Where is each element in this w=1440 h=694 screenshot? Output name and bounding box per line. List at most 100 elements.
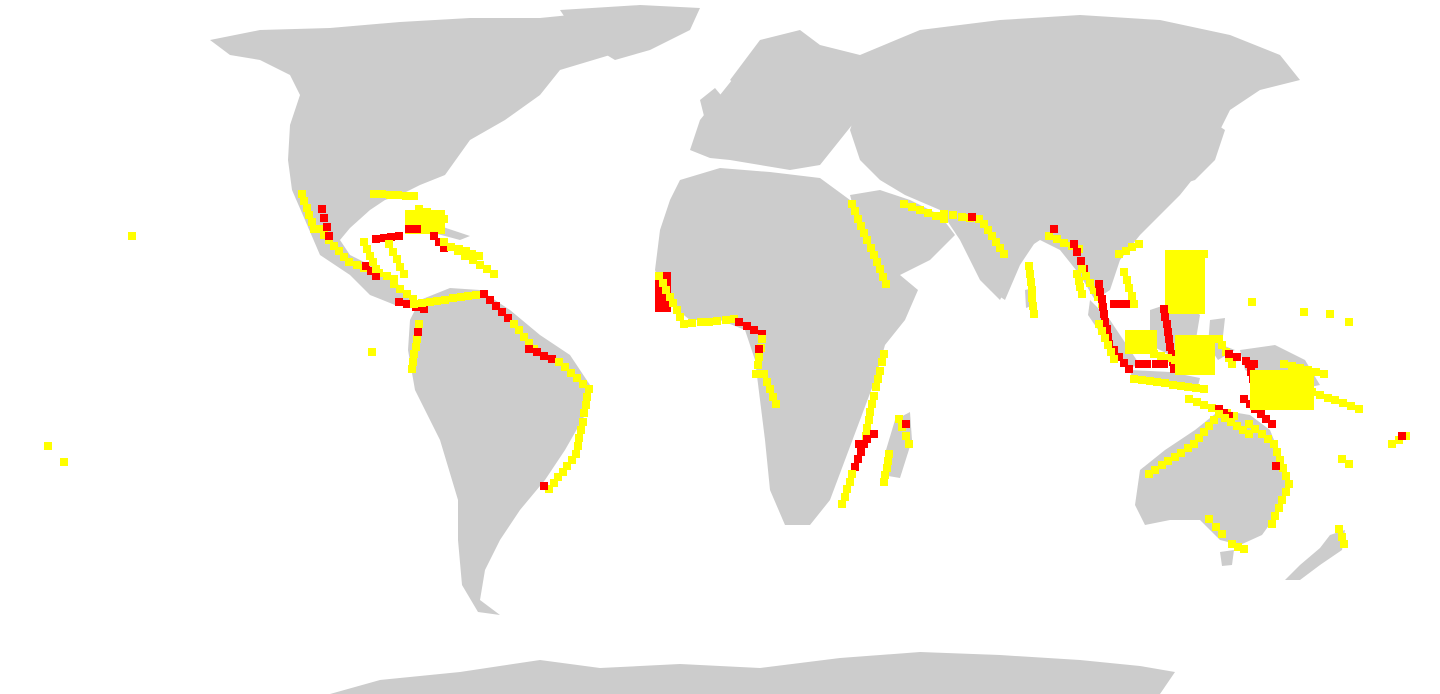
low-presence-cell [413, 218, 421, 226]
low-presence-cell [752, 370, 760, 378]
high-presence-cell [655, 296, 663, 304]
low-presence-cell [872, 383, 880, 391]
low-presence-cell [308, 218, 316, 226]
high-presence-cell [486, 296, 494, 304]
low-presence-cell [870, 251, 878, 259]
low-presence-cell [1158, 461, 1166, 469]
low-presence-cell [1191, 359, 1199, 367]
low-presence-cell [1207, 359, 1215, 367]
high-presence-cell [1135, 360, 1143, 368]
low-presence-cell [572, 450, 580, 458]
low-presence-cell [1306, 378, 1314, 386]
low-presence-cell [1274, 402, 1282, 410]
low-presence-cell [410, 350, 418, 358]
low-presence-cell [1184, 444, 1192, 452]
low-presence-cell [940, 210, 948, 218]
high-presence-cell [750, 326, 758, 334]
low-presence-cell [1165, 290, 1173, 298]
low-presence-cell [680, 320, 688, 328]
low-presence-cell [880, 350, 888, 358]
low-presence-cell [1189, 290, 1197, 298]
low-presence-cell [1086, 279, 1094, 287]
low-presence-cell [389, 248, 397, 256]
low-presence-cell [1304, 366, 1312, 374]
low-presence-cell [878, 358, 886, 366]
high-presence-cell [540, 482, 548, 490]
low-presence-cell [1028, 286, 1036, 294]
low-presence-cell [555, 358, 563, 366]
low-presence-cell [1200, 428, 1208, 436]
low-presence-cell [1173, 266, 1181, 274]
low-presence-cell [1165, 266, 1173, 274]
low-presence-cell [1189, 298, 1197, 306]
low-presence-cell [1183, 343, 1191, 351]
low-presence-cell [1276, 456, 1284, 464]
low-presence-cell [1181, 282, 1189, 290]
low-presence-cell [1189, 274, 1197, 282]
low-presence-cell [1298, 370, 1306, 378]
low-presence-cell [1197, 298, 1205, 306]
low-presence-cell [579, 380, 587, 388]
low-presence-cell [1191, 367, 1199, 375]
low-presence-cell [345, 258, 353, 266]
low-presence-cell [580, 409, 588, 417]
low-presence-cell [335, 247, 343, 255]
high-presence-cell [854, 455, 862, 463]
low-presence-cell [577, 426, 585, 434]
low-presence-cell [455, 245, 463, 253]
low-presence-cell [1175, 255, 1183, 263]
low-presence-cell [1345, 460, 1353, 468]
low-presence-cell [1128, 243, 1136, 251]
low-presence-cell [563, 462, 571, 470]
high-presence-cell [1070, 240, 1078, 248]
high-presence-cell [498, 308, 506, 316]
low-presence-cell [854, 215, 862, 223]
low-presence-cell [902, 432, 910, 440]
low-presence-cell [1098, 327, 1106, 335]
low-presence-cell [882, 280, 890, 288]
low-presence-cell [1029, 302, 1037, 310]
low-presence-cell [1221, 414, 1229, 422]
low-presence-cell [1199, 335, 1207, 343]
low-presence-cell [905, 440, 913, 448]
high-presence-cell [1095, 280, 1103, 288]
low-presence-cell [1316, 391, 1324, 399]
high-presence-cell [1163, 320, 1171, 328]
high-presence-cell [1143, 360, 1151, 368]
africa [655, 168, 918, 525]
high-presence-cell [414, 328, 422, 336]
low-presence-cell [1298, 394, 1306, 402]
high-presence-cell [372, 235, 380, 243]
low-presence-cell [846, 478, 854, 486]
low-presence-cell [1189, 282, 1197, 290]
low-presence-cell [298, 190, 306, 198]
low-presence-cell [1338, 533, 1346, 541]
low-presence-cell [874, 375, 882, 383]
low-presence-cell [1076, 283, 1084, 291]
low-presence-cell [1345, 318, 1353, 326]
low-presence-cell [583, 393, 591, 401]
low-presence-cell [988, 232, 996, 240]
low-presence-cell [676, 313, 684, 321]
high-presence-cell [1100, 310, 1108, 318]
low-presence-cell [410, 192, 418, 200]
low-presence-cell [440, 215, 448, 223]
low-presence-cell [370, 190, 378, 198]
low-presence-cell [876, 265, 884, 273]
low-presence-cell [400, 270, 408, 278]
low-presence-cell [554, 473, 562, 481]
low-presence-cell [754, 361, 762, 369]
low-presence-cell [1123, 276, 1131, 284]
low-presence-cell [510, 320, 518, 328]
low-presence-cell [1141, 338, 1149, 346]
low-presence-cell [1191, 343, 1199, 351]
antarctica [330, 652, 1175, 694]
low-presence-cell [1300, 385, 1308, 393]
low-presence-cell [1338, 455, 1346, 463]
high-presence-cell [1073, 248, 1081, 256]
low-presence-cell [1274, 370, 1282, 378]
low-presence-cell [895, 415, 903, 423]
high-presence-cell [870, 430, 878, 438]
low-presence-cell [1264, 435, 1272, 443]
high-presence-cell [403, 300, 411, 308]
